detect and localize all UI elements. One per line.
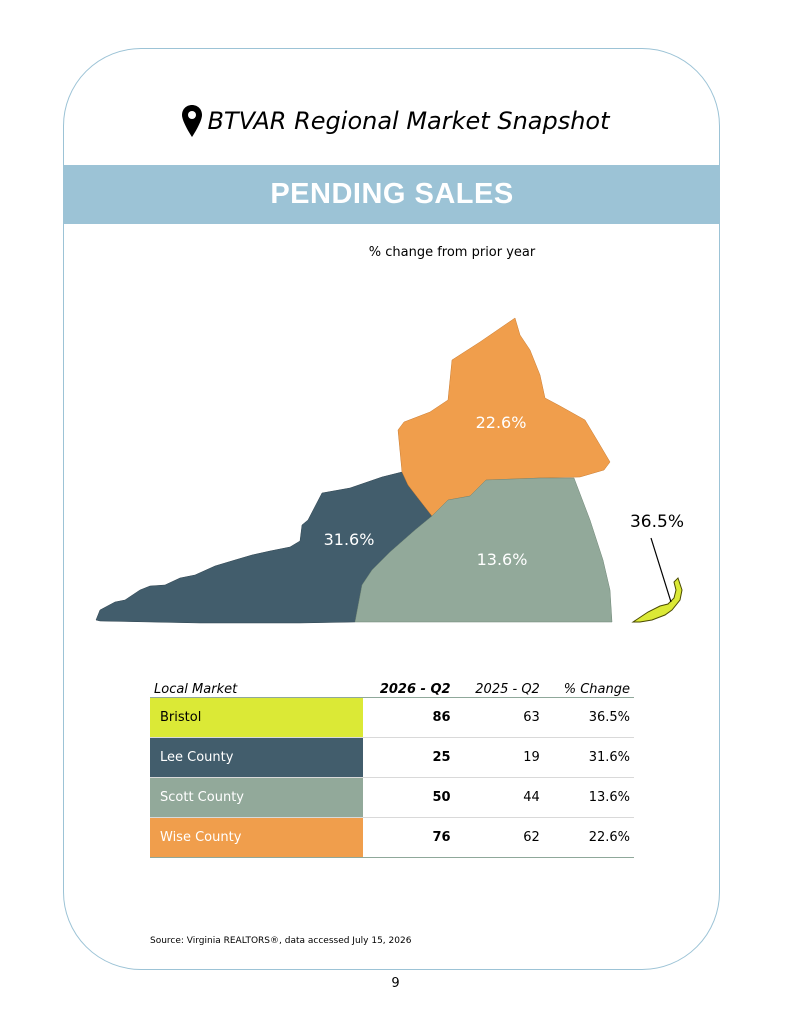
- market-name: Wise County: [150, 817, 364, 858]
- prior-value: 44: [454, 777, 544, 818]
- banner-title: PENDING SALES: [270, 178, 514, 210]
- header-title-text: BTVAR Regional Market Snapshot: [207, 107, 610, 135]
- section-banner: PENDING SALES: [64, 165, 720, 224]
- table-row: Wise County 76 62 22.6%: [150, 817, 634, 858]
- label-bristol: 36.5%: [630, 512, 684, 532]
- prior-value: 63: [454, 697, 544, 738]
- label-lee-county: 31.6%: [324, 530, 375, 549]
- prior-value: 19: [454, 737, 544, 778]
- current-value: 50: [363, 777, 455, 818]
- change-value: 36.5%: [543, 697, 634, 738]
- header-prior-quarter: 2025 - Q2: [454, 676, 544, 698]
- change-value: 31.6%: [543, 737, 634, 778]
- page-number: 9: [391, 976, 400, 991]
- region-bristol: [631, 577, 683, 623]
- table-header-row: Local Market 2026 - Q2 2025 - Q2 % Chang…: [150, 676, 634, 698]
- current-value: 25: [363, 737, 455, 778]
- header-local-market: Local Market: [150, 676, 364, 698]
- map-pin-icon: [182, 105, 203, 137]
- header-current-quarter: 2026 - Q2: [363, 676, 455, 698]
- table-row: Scott County 50 44 13.6%: [150, 777, 634, 818]
- bristol-callout-line: [650, 537, 672, 603]
- header-percent-change: % Change: [543, 676, 634, 698]
- table-row: Lee County 25 19 31.6%: [150, 737, 634, 778]
- market-table: Local Market 2026 - Q2 2025 - Q2 % Chang…: [150, 676, 634, 858]
- market-name: Scott County: [150, 777, 364, 818]
- market-name: Lee County: [150, 737, 364, 778]
- change-value: 13.6%: [543, 777, 634, 818]
- region-scott-county: [354, 477, 613, 623]
- current-value: 76: [363, 817, 455, 858]
- page-header: BTVAR Regional Market Snapshot: [0, 104, 791, 138]
- prior-value: 62: [454, 817, 544, 858]
- change-value: 22.6%: [543, 817, 634, 858]
- source-note: Source: Virginia REALTORS®, data accesse…: [150, 936, 412, 946]
- map-subtitle: % change from prior year: [368, 245, 536, 260]
- label-scott-county: 13.6%: [477, 550, 528, 569]
- label-wise-county: 22.6%: [476, 413, 527, 432]
- page-frame: [63, 48, 720, 970]
- current-value: 86: [363, 697, 455, 738]
- market-name: Bristol: [150, 697, 364, 738]
- table-row: Bristol 86 63 36.5%: [150, 697, 634, 738]
